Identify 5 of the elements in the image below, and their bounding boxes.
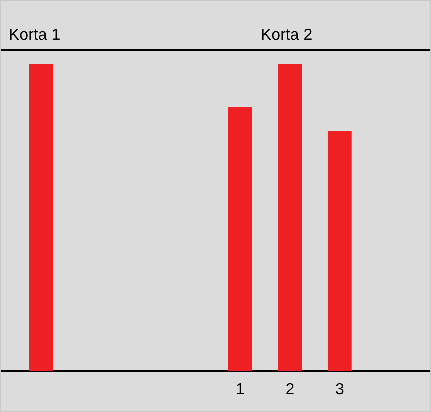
x-tick-label: 3 <box>335 382 344 398</box>
x-tick-label: 2 <box>286 382 295 398</box>
x-tick-label: 1 <box>236 382 245 398</box>
text: Korta 1 <box>9 27 61 45</box>
text: Korta 2 <box>261 27 313 45</box>
